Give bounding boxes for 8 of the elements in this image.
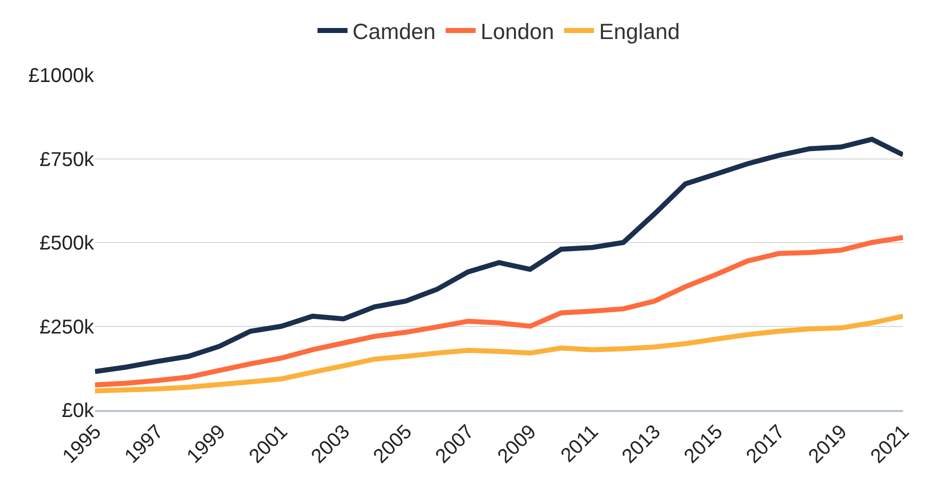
- y-tick-label: £0k: [62, 400, 95, 422]
- y-tick-label: £750k: [40, 148, 95, 171]
- y-tick-label: £500k: [40, 232, 95, 254]
- legend-label: England: [599, 19, 680, 44]
- y-tick-label: £1000k: [28, 65, 95, 87]
- legend-label: Camden: [352, 19, 436, 44]
- y-tick-label: £250k: [40, 316, 95, 338]
- legend-label: London: [480, 19, 554, 44]
